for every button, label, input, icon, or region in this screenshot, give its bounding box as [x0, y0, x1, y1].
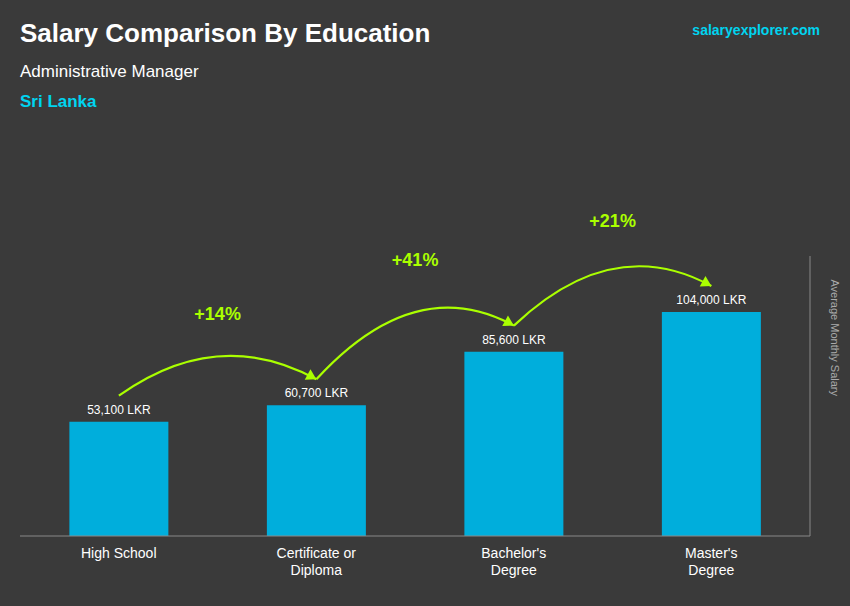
html-text:salaryexplorer.com: salaryexplorer.com [692, 22, 820, 38]
svg-text:53,100 LKR: 53,100 LKR [87, 403, 151, 417]
svg-text:Average Monthly Salary: Average Monthly Salary [829, 279, 841, 396]
svg-text:Bachelor'sDegree: Bachelor'sDegree [481, 545, 546, 578]
svg-text:+21%: +21% [589, 211, 636, 231]
svg-text:60,700 LKR: 60,700 LKR [285, 386, 349, 400]
svg-text:85,600 LKR: 85,600 LKR [482, 333, 546, 347]
html-text:Sri Lanka: Sri Lanka [20, 92, 97, 111]
svg-text:High School: High School [81, 545, 157, 561]
svg-text:+14%: +14% [194, 304, 241, 324]
svg-text:+41%: +41% [392, 250, 439, 270]
html-text:Salary Comparison By Education: Salary Comparison By Education [20, 18, 431, 48]
svg-text:Certificate orDiploma: Certificate orDiploma [277, 545, 357, 578]
svg-text:Master'sDegree: Master'sDegree [685, 545, 737, 578]
svg-text:104,000 LKR: 104,000 LKR [676, 293, 746, 307]
html-text:Administrative Manager: Administrative Manager [20, 62, 199, 81]
